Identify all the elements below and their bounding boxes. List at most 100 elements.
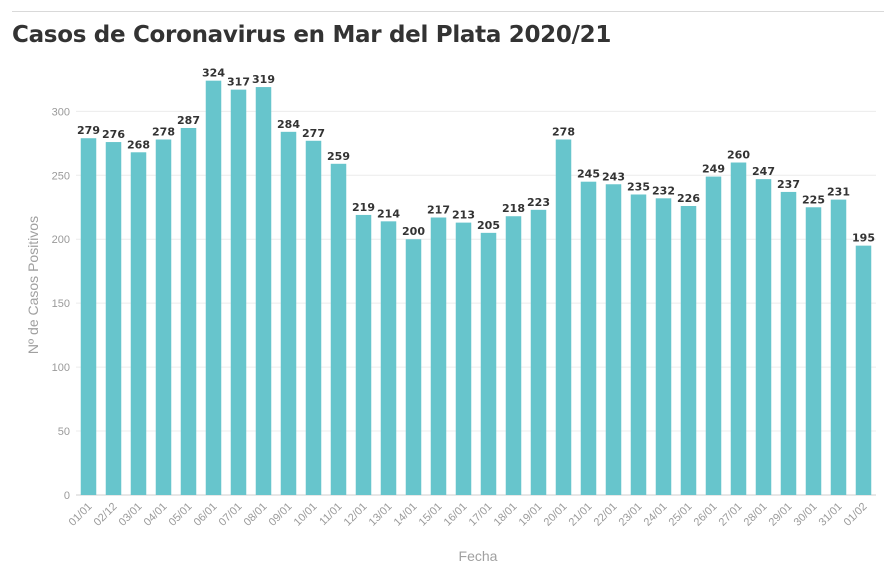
bar-value-label: 319 <box>252 73 275 86</box>
x-axis-ticks: 01/0102/1203/0104/0105/0106/0107/0108/01… <box>67 501 870 529</box>
x-tick-label: 27/01 <box>717 501 745 529</box>
y-tick-label: 100 <box>52 362 70 374</box>
bar <box>505 216 522 495</box>
bar <box>430 217 447 495</box>
bar <box>855 245 872 495</box>
y-tick-label: 200 <box>52 234 70 246</box>
x-tick-label: 29/01 <box>767 501 795 529</box>
x-tick-label: 28/01 <box>742 501 770 529</box>
bar-value-label: 287 <box>177 114 200 127</box>
y-tick-label: 300 <box>52 106 70 118</box>
x-tick-label: 12/01 <box>342 501 370 529</box>
x-tick-label: 04/01 <box>142 501 170 529</box>
bar-value-label: 200 <box>402 225 425 238</box>
bar <box>480 232 497 495</box>
x-tick-label: 19/01 <box>517 501 545 529</box>
bar <box>380 221 397 495</box>
bar-value-label: 284 <box>277 118 300 131</box>
x-tick-label: 11/01 <box>317 501 344 528</box>
bar-value-label: 213 <box>452 209 475 222</box>
bar <box>605 184 622 495</box>
bar-value-label: 277 <box>302 127 325 140</box>
bar <box>355 214 372 496</box>
bar <box>255 87 272 496</box>
bar <box>405 239 422 495</box>
bar-value-label: 218 <box>502 202 525 215</box>
bar-value-label: 247 <box>752 165 775 178</box>
bar-value-label: 223 <box>527 196 550 209</box>
bar <box>580 181 597 496</box>
x-tick-label: 17/01 <box>467 501 495 529</box>
bar <box>330 163 347 495</box>
y-tick-label: 250 <box>52 170 70 182</box>
bar-value-label: 225 <box>802 193 825 206</box>
bar <box>705 176 722 495</box>
bar <box>730 162 747 496</box>
bar-value-label: 237 <box>777 178 800 191</box>
bar-value-label: 276 <box>102 128 125 141</box>
x-tick-label: 22/01 <box>592 501 620 529</box>
y-tick-label: 0 <box>64 490 70 502</box>
bar-value-label: 279 <box>77 124 100 137</box>
bar-value-label: 235 <box>627 180 650 193</box>
x-tick-label: 20/01 <box>542 501 570 529</box>
bar <box>805 207 822 496</box>
chart-title: Casos de Coronavirus en Mar del Plata 20… <box>12 22 612 48</box>
bar <box>180 127 197 495</box>
bar <box>455 222 472 496</box>
bars <box>80 80 872 496</box>
x-tick-label: 26/01 <box>692 501 720 529</box>
bar <box>80 138 97 495</box>
x-tick-label: 05/01 <box>167 501 195 529</box>
x-tick-label: 31/01 <box>817 501 845 529</box>
bar-value-label: 278 <box>152 125 175 138</box>
x-tick-label: 01/02 <box>842 501 870 529</box>
top-divider <box>12 11 884 12</box>
bar-value-label: 195 <box>852 232 875 245</box>
x-tick-label: 21/01 <box>567 501 595 529</box>
bar <box>155 139 172 496</box>
bar <box>130 152 147 495</box>
bar-value-label: 217 <box>427 204 450 217</box>
bar-value-label: 249 <box>702 163 725 176</box>
x-tick-label: 25/01 <box>667 501 695 529</box>
bar-value-label: 205 <box>477 219 500 232</box>
bar-value-label: 232 <box>652 184 675 197</box>
x-tick-label: 23/01 <box>617 501 645 529</box>
bar-value-label: 278 <box>552 125 575 138</box>
bar <box>755 179 772 495</box>
bar-value-label: 219 <box>352 201 375 214</box>
x-tick-label: 08/01 <box>242 501 270 529</box>
bar <box>555 139 572 496</box>
x-tick-label: 14/01 <box>392 501 420 529</box>
bar <box>630 194 647 495</box>
x-tick-label: 30/01 <box>792 501 820 529</box>
bar-value-label: 260 <box>727 149 750 162</box>
x-tick-label: 24/01 <box>642 501 670 529</box>
bar-value-label: 259 <box>327 150 350 163</box>
x-tick-label: 02/12 <box>92 501 120 529</box>
bar-value-label: 214 <box>377 207 400 220</box>
x-tick-label: 15/01 <box>417 501 445 529</box>
bar <box>530 209 547 495</box>
x-tick-label: 01/01 <box>67 501 95 529</box>
bar <box>280 131 297 495</box>
y-tick-label: 150 <box>52 298 70 310</box>
x-tick-label: 09/01 <box>267 501 295 529</box>
bar-value-label: 231 <box>827 186 850 199</box>
bar-value-label: 226 <box>677 192 700 205</box>
bar-value-label: 243 <box>602 170 625 183</box>
bar-value-label: 324 <box>202 67 225 80</box>
x-tick-label: 13/01 <box>367 501 395 529</box>
y-axis-ticks: 0 50 100 150 200 250 300 <box>52 106 70 502</box>
x-tick-label: 16/01 <box>442 501 470 529</box>
y-axis-title: Nº de Casos Positivos <box>25 216 41 354</box>
y-tick-label: 50 <box>58 426 70 438</box>
x-tick-label: 07/01 <box>217 501 245 529</box>
bar <box>305 140 322 495</box>
bar-value-label: 245 <box>577 168 600 181</box>
x-tick-label: 06/01 <box>192 501 220 529</box>
x-tick-label: 03/01 <box>117 501 145 529</box>
